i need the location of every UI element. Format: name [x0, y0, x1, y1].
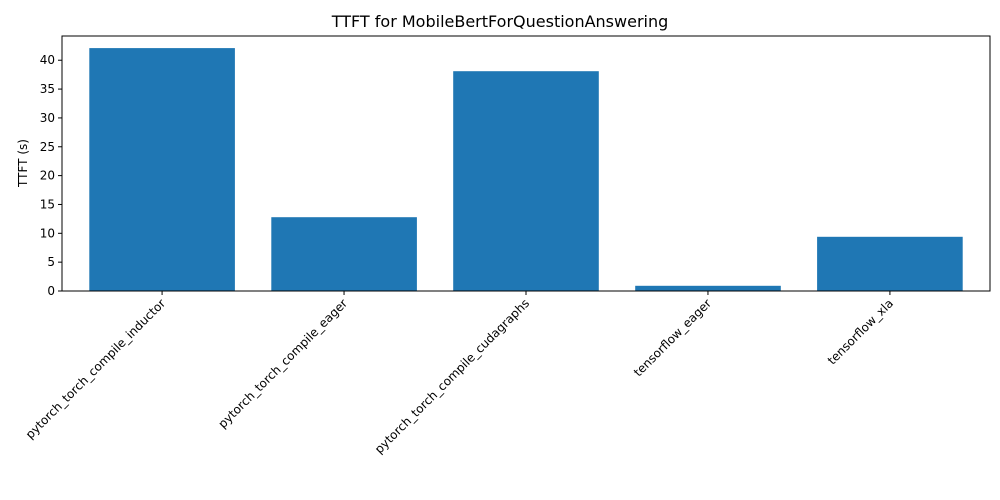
y-tick-label: 5	[47, 255, 55, 269]
bar-tensorflow_eager	[635, 285, 781, 291]
bar-tensorflow_xla	[817, 236, 963, 291]
x-axis-ticks: pytorch_torch_compile_inductor pytorch_to…	[23, 291, 896, 456]
x-tick-label: tensorflow_eager	[631, 296, 714, 379]
bars-group	[89, 48, 963, 291]
y-tick-label: 25	[40, 140, 55, 154]
x-tick-label: pytorch_torch_compile_cudagraphs	[372, 296, 532, 456]
y-tick-label: 35	[40, 82, 55, 96]
y-tick-label: 30	[40, 111, 55, 125]
y-axis-label: TTFT (s)	[16, 139, 30, 188]
bar-pytorch_torch_compile_eager	[271, 217, 417, 291]
x-tick-label: pytorch_torch_compile_eager	[215, 296, 350, 431]
y-tick-label: 40	[40, 53, 55, 67]
y-tick-label: 0	[47, 284, 55, 298]
plot-frame	[61, 35, 991, 292]
y-axis-ticks: 0 5 10 15 20 25 30 35 40	[40, 53, 62, 298]
bar-pytorch_torch_compile_inductor	[89, 48, 235, 291]
y-tick-label: 15	[40, 197, 55, 211]
chart-title: TTFT for MobileBertForQuestionAnswering	[331, 12, 669, 31]
y-tick-label: 10	[40, 226, 55, 240]
y-tick-label: 20	[40, 169, 55, 183]
x-tick-label: pytorch_torch_compile_inductor	[23, 296, 168, 441]
x-tick-label: tensorflow_xla	[825, 296, 896, 367]
bar-pytorch_torch_compile_cudagraphs	[453, 71, 599, 291]
